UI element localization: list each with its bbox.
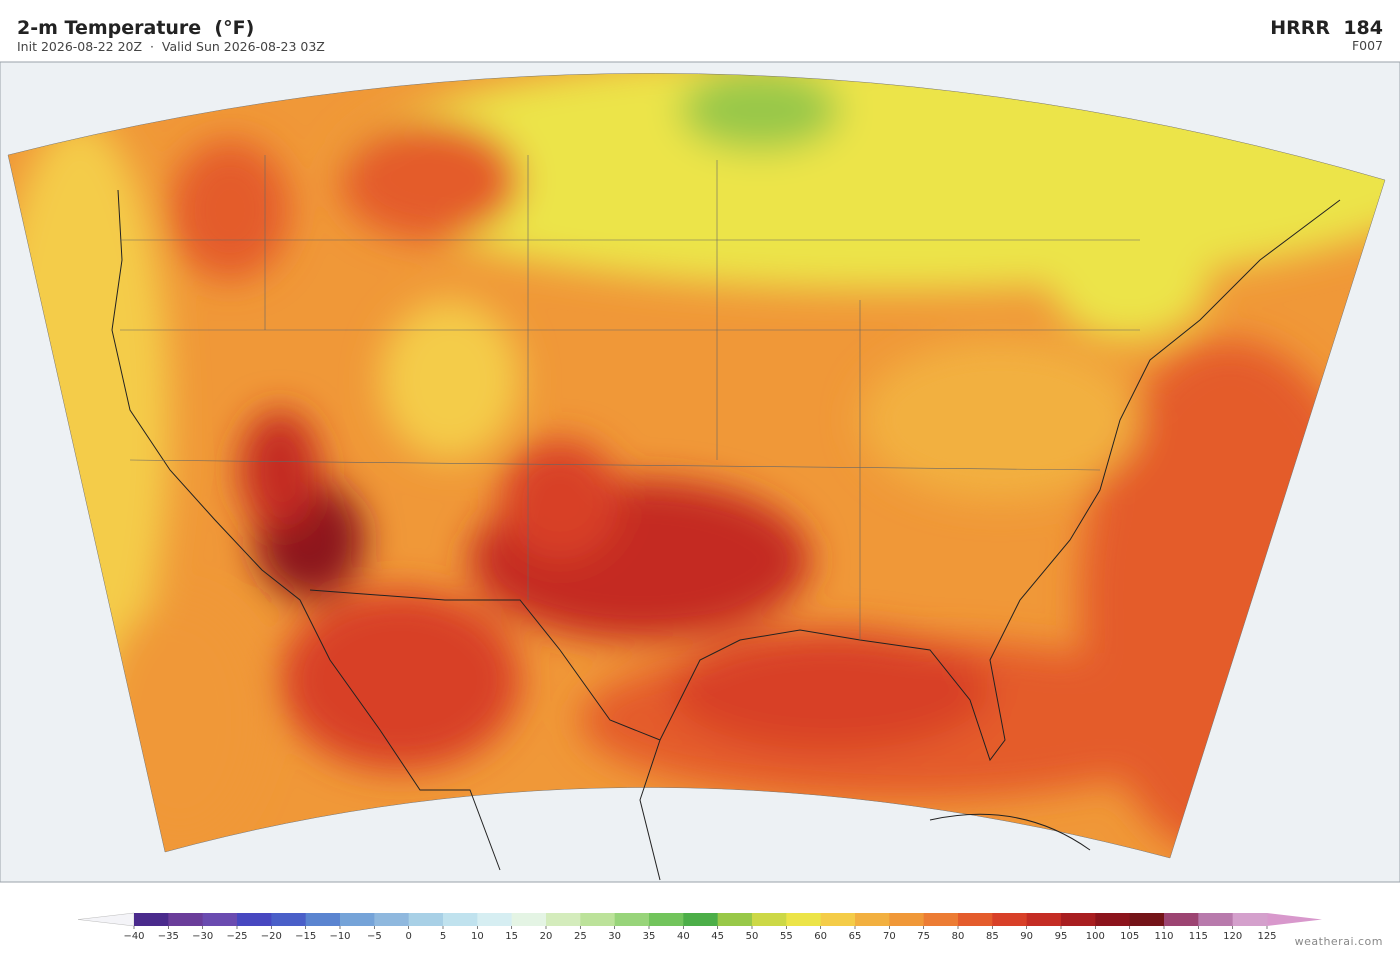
colorbar-swatch [340,913,375,926]
colorbar-swatch [237,913,272,926]
colorbar-swatch [168,913,204,926]
colorbar-tick-label: 30 [608,931,621,942]
colorbar-swatch [1061,913,1096,926]
colorbar-swatch [202,913,238,926]
colorbar-tick-label: −35 [158,931,179,942]
colorbar-swatch [923,913,959,926]
credit: weatherai.com [1295,935,1383,948]
colorbar-tick-label: 40 [677,931,690,942]
colorbar-swatch [1095,913,1131,926]
forecast-hour: F007 [1352,38,1383,53]
colorbar-swatch [511,913,547,926]
colorbar-swatch [1129,913,1165,926]
colorbar-swatch [820,913,856,926]
colorbar-swatch [649,913,684,926]
colorbar-tick-label: 90 [1020,931,1033,942]
colorbar-tick-label: −15 [295,931,316,942]
colorbar-tick-label: −10 [329,931,350,942]
colorbar-swatch [1232,913,1268,926]
colorbar-tick-label: 75 [917,931,930,942]
colorbar-tick-label: 25 [574,931,587,942]
colorbar-tick-label: 15 [505,931,518,942]
model: HRRR [1270,17,1330,39]
colorbar-tick-label: 80 [952,931,965,942]
colorbar-tick-label: 85 [986,931,999,942]
colorbar-swatch [443,913,478,926]
colorbar-tick-label: 70 [883,931,896,942]
colorbar-swatch [546,913,581,926]
colorbar-swatch [580,913,616,926]
colorbar-swatch [1164,913,1199,926]
colorbar-tick-label: −5 [367,931,382,942]
colorbar-swatch [408,913,444,926]
colorbar-swatch [752,913,787,926]
map [0,61,1400,883]
run: 184 [1343,17,1383,39]
colorbar-swatch [1026,913,1062,926]
title: 2-m Temperature (°F) [17,17,254,39]
colorbar-tick-label: 35 [643,931,656,942]
colorbar-tick-label: 120 [1223,931,1242,942]
colorbar-tick-label: −20 [261,931,282,942]
colorbar-tick-label: 55 [780,931,793,942]
colorbar-tick-label: 95 [1055,931,1068,942]
colorbar-swatch [683,913,719,926]
colorbar-swatch [958,913,993,926]
colorbar-tick-label: 105 [1120,931,1139,942]
colorbar-swatch [889,913,925,926]
colorbar-swatch [855,913,890,926]
colorbar-tick-label: −40 [123,931,144,942]
colorbar-tick-label: 45 [711,931,724,942]
colorbar-tick-label: 65 [849,931,862,942]
colorbar-tick-label: −30 [192,931,213,942]
colorbar-tick-label: −25 [226,931,247,942]
colorbar-swatch [477,913,513,926]
colorbar-tick-label: 60 [814,931,827,942]
colorbar-swatch [374,913,410,926]
coastlines [111,189,1341,881]
colorbar-over [1267,913,1322,926]
colorbar-swatch [134,913,169,926]
colorbar: −40 −35 −30 −25 −20 −15 −10 −5 0 5 10 15 20 25 30 35 40 4… [77,912,1322,942]
colorbar-tick-label: 115 [1189,931,1208,942]
temperature-field [8,73,1385,859]
colorbar-under [77,912,135,927]
colorbar-tick-label: 20 [540,931,553,942]
colorbar-tick-label: 5 [440,931,446,942]
colorbar-swatch [786,913,822,926]
subtitle: Init 2026-08-22 20Z · Valid Sun 2026-08-… [17,39,325,54]
colorbar-swatch [305,913,341,926]
colorbar-swatch [271,913,307,926]
colorbar-swatch [614,913,650,926]
colorbar-swatch [1198,913,1234,926]
colorbar-tick-label: 10 [471,931,484,942]
colorbar-tick-label: 0 [405,931,411,942]
state-borders [120,155,1140,640]
colorbar-swatch [717,913,753,926]
colorbar-tick-label: 125 [1257,931,1276,942]
colorbar-tick-label: 110 [1154,931,1173,942]
colorbar-swatch [992,913,1028,926]
colorbar-tick-label: 50 [746,931,759,942]
colorbar-tick-label: 100 [1086,931,1105,942]
